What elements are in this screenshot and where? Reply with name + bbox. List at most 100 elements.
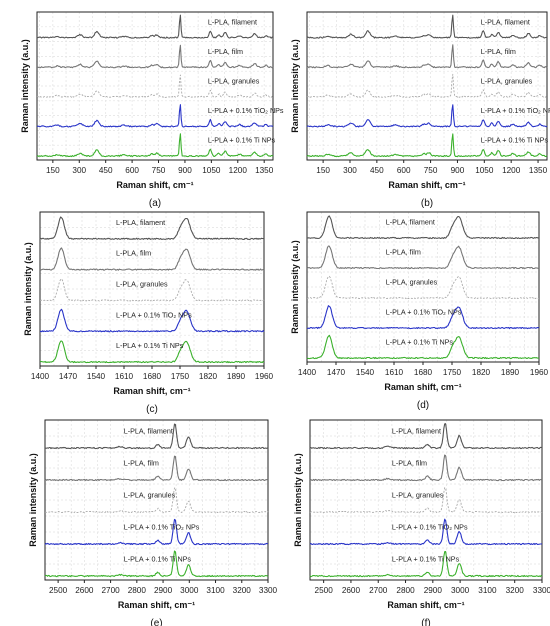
plot-frame	[44, 419, 269, 581]
spectrum-line	[36, 44, 274, 69]
x-tick-label: 450	[370, 166, 384, 175]
x-axis-label: Raman shift, cm⁻¹	[384, 382, 461, 392]
grid	[44, 420, 269, 580]
plot-frame	[309, 419, 543, 581]
spectrum-line	[36, 74, 274, 98]
x-tick-label: 3000	[180, 586, 199, 595]
x-tick-label: 1680	[414, 368, 433, 377]
x-tick-label: 1890	[501, 368, 520, 377]
panel-letter: (b)	[421, 198, 433, 209]
plot-frame	[306, 11, 548, 161]
panel-letter: (a)	[149, 198, 161, 209]
series-label: L-PLA, film	[208, 47, 243, 56]
x-axis-label: Raman shift, cm⁻¹	[113, 386, 190, 396]
series-label: L-PLA, granules	[208, 76, 260, 85]
x-tick-label: 1960	[530, 368, 549, 377]
x-tick-label: 1350	[529, 166, 548, 175]
x-tick-label: 1610	[385, 368, 404, 377]
x-tick-label: 1820	[199, 372, 218, 381]
x-tick-label: 1610	[115, 372, 134, 381]
series-label: L-PLA + 0.1% Ti NPs	[386, 338, 454, 347]
x-tick-label: 2800	[396, 586, 415, 595]
series-label: L-PLA + 0.1% TiO₂ NPs	[481, 106, 550, 115]
spectrum-line	[39, 216, 265, 240]
spectrum-line	[36, 104, 274, 128]
series-label: L-PLA + 0.1% Ti NPs	[116, 341, 184, 350]
x-axis-label: Raman shift, cm⁻¹	[118, 600, 195, 610]
x-tick-label: 150	[46, 166, 60, 175]
raman-chart-b: L-PLA, filament L-PLA, film L-PLA, granule…	[290, 11, 550, 209]
x-tick-label: 900	[178, 166, 192, 175]
spectrum-line	[306, 133, 548, 158]
spectrum-line	[309, 518, 543, 546]
x-tick-label: 150	[316, 166, 330, 175]
x-tick-label: 1470	[59, 372, 78, 381]
series-label: L-PLA + 0.1% TiO₂ NPs	[386, 308, 462, 317]
spectrum-line	[309, 487, 543, 514]
x-tick-label: 2700	[101, 586, 120, 595]
series-label: L-PLA, filament	[481, 17, 530, 26]
spectrum-line	[307, 275, 540, 300]
series-label: L-PLA, film	[116, 249, 151, 258]
grid	[307, 12, 547, 160]
y-axis-label: Raman intensity (a.u.)	[23, 242, 33, 336]
x-tick-label: 1540	[356, 368, 375, 377]
spectrum-line	[306, 245, 540, 270]
panel-letter: (d)	[417, 400, 429, 411]
spectrum-line	[44, 455, 269, 482]
spectrum-line	[306, 73, 548, 98]
x-tick-label: 1750	[443, 368, 462, 377]
y-axis-label: Raman intensity (a.u.)	[290, 39, 300, 133]
series-label: L-PLA, film	[124, 459, 159, 468]
spectrum-line	[39, 340, 265, 364]
x-tick-label: 1400	[31, 372, 50, 381]
spectrum-line	[306, 334, 540, 360]
spectrum-line	[39, 308, 265, 333]
spectrum-line	[40, 278, 265, 302]
y-axis-label: Raman intensity (a.u.)	[290, 240, 300, 334]
raman-chart-e: L-PLA, filament L-PLA, film L-PLA, granule…	[28, 419, 278, 626]
grid	[306, 212, 540, 362]
x-tick-label: 3300	[533, 586, 550, 595]
series-label: L-PLA, filament	[116, 218, 165, 227]
x-tick-label: 1540	[87, 372, 106, 381]
grid	[309, 420, 543, 580]
spectrum-line	[306, 104, 548, 128]
x-tick-label: 1050	[475, 166, 494, 175]
x-tick-label: 1820	[472, 368, 491, 377]
x-tick-label: 2900	[154, 586, 173, 595]
y-axis-label: Raman intensity (a.u.)	[293, 453, 303, 547]
panel-letter: (f)	[421, 618, 430, 626]
x-tick-label: 3200	[506, 586, 525, 595]
spectrum-line	[44, 518, 269, 546]
x-tick-label: 2600	[75, 586, 94, 595]
x-tick-label: 900	[451, 166, 465, 175]
x-axis-label: Raman shift, cm⁻¹	[116, 180, 193, 190]
series-label: L-PLA, filament	[392, 427, 441, 436]
series-label: L-PLA + 0.1% TiO₂ NPs	[124, 523, 200, 532]
x-tick-label: 3000	[451, 586, 470, 595]
y-axis-label: Raman intensity (a.u.)	[28, 453, 38, 547]
spectrum-line	[309, 423, 543, 450]
y-axis-label: Raman intensity (a.u.)	[20, 39, 30, 133]
x-tick-label: 3100	[206, 586, 225, 595]
series-label: L-PLA, film	[392, 459, 427, 468]
x-axis-label: Raman shift, cm⁻¹	[387, 600, 464, 610]
x-tick-label: 2700	[369, 586, 388, 595]
x-tick-label: 2900	[424, 586, 443, 595]
series-label: L-PLA, granules	[116, 280, 168, 289]
series-label: L-PLA, film	[481, 47, 516, 56]
spectrum-line	[306, 215, 540, 240]
x-tick-label: 300	[343, 166, 357, 175]
spectrum-line	[306, 14, 548, 39]
series-label: L-PLA + 0.1% Ti NPs	[124, 555, 192, 564]
x-tick-label: 2500	[315, 586, 334, 595]
raman-chart-f: L-PLA, filament L-PLA, film L-PLA, granule…	[293, 419, 550, 626]
spectrum-line	[36, 133, 274, 158]
series-label: L-PLA, film	[386, 248, 421, 257]
x-tick-label: 1750	[171, 372, 190, 381]
x-tick-label: 1680	[143, 372, 162, 381]
plot-frame	[36, 11, 274, 161]
panel-letter: (e)	[150, 618, 162, 626]
